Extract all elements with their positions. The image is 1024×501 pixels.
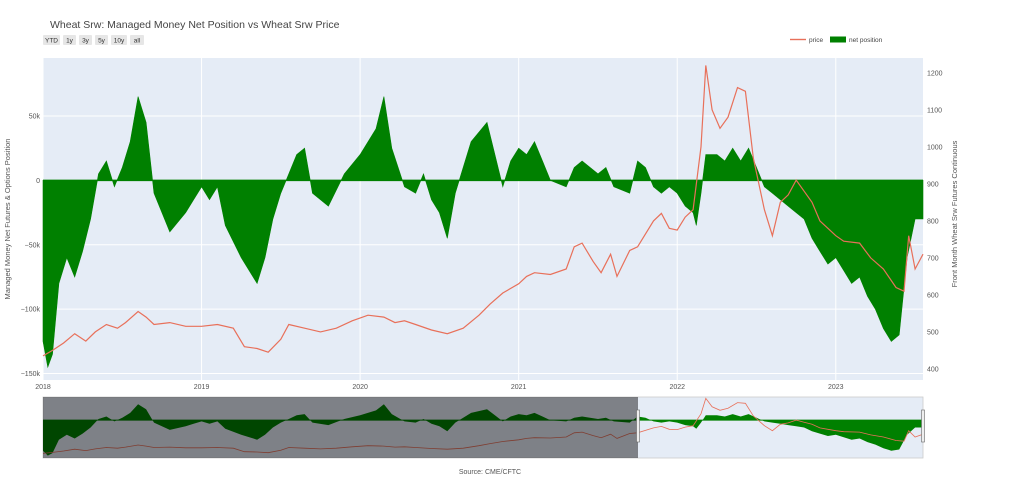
y2-tick-label: 700 [927, 255, 939, 262]
x-tick-label: 2021 [511, 384, 527, 391]
y2-tick-label: 1200 [927, 70, 943, 77]
y2-tick-label: 800 [927, 218, 939, 225]
range-button-5y[interactable]: 5y [95, 35, 108, 45]
legend-item-net-position[interactable]: net position [830, 36, 883, 45]
y-axis-title: Managed Money Net Futures & Options Posi… [3, 139, 12, 300]
svg-text:YTD: YTD [45, 38, 58, 45]
range-slider-area [43, 404, 923, 456]
range-button-all[interactable]: all [130, 35, 144, 45]
range-slider[interactable] [42, 396, 925, 459]
y2-tick-label: 400 [927, 366, 939, 373]
range-slider-handle-right[interactable] [921, 409, 925, 443]
svg-text:3y: 3y [82, 38, 90, 45]
y-tick-label: −50k [25, 242, 41, 249]
svg-text:10y: 10y [114, 38, 125, 45]
y2-axis-title: Front Month Wheat Srw Futures Continuous [950, 140, 959, 287]
svg-text:all: all [134, 38, 141, 45]
y-tick-label: 0 [36, 178, 40, 185]
range-selector: YTD 1y 3y 5y 10y all [43, 35, 144, 45]
source-note: Source: CME/CFTC [459, 469, 521, 476]
price-line [42, 65, 924, 357]
x-tick-label: 2018 [35, 384, 51, 391]
chart-title: Wheat Srw: Managed Money Net Position vs… [50, 19, 340, 31]
y2-tick-label: 1000 [927, 144, 943, 151]
y-tick-label: −100k [21, 307, 41, 314]
range-button-1y[interactable]: 1y [63, 35, 76, 45]
range-button-3y[interactable]: 3y [79, 35, 92, 45]
y-tick-label: 50k [29, 113, 41, 120]
range-slider-mask [43, 397, 638, 458]
x-tick-label: 2020 [352, 384, 368, 391]
svg-text:5y: 5y [98, 38, 106, 45]
range-button-ytd[interactable]: YTD [43, 35, 60, 45]
range-slider-handle-left[interactable] [636, 409, 640, 443]
y2-tick-label: 1100 [927, 107, 942, 114]
x-tick-label: 2022 [669, 384, 685, 391]
svg-text:net position: net position [849, 37, 883, 44]
x-tick-label: 2023 [828, 384, 844, 391]
x-tick-label: 2019 [194, 384, 210, 391]
legend: price net position [790, 36, 883, 45]
legend-item-price[interactable]: price [790, 37, 823, 44]
net-position-area [42, 96, 924, 369]
svg-text:1y: 1y [66, 38, 74, 45]
y2-tick-label: 900 [927, 181, 939, 188]
y2-tick-label: 600 [927, 292, 939, 299]
range-button-10y[interactable]: 10y [111, 35, 127, 45]
y2-tick-label: 500 [927, 329, 939, 336]
range-slider-price [42, 397, 924, 454]
svg-text:price: price [809, 37, 823, 44]
y-tick-label: −150k [21, 371, 41, 378]
